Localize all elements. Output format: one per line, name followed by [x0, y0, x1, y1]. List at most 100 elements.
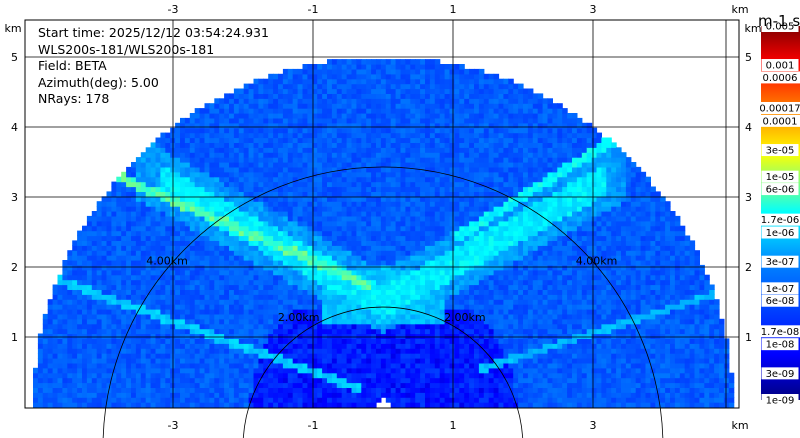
heatmap-cell: [155, 245, 161, 251]
heatmap-cell: [253, 142, 259, 148]
heatmap-cell: [126, 382, 132, 388]
heatmap-cell: [165, 206, 171, 212]
heatmap-cell: [346, 127, 353, 134]
heatmap-cell: [248, 142, 255, 148]
heatmap-cell: [356, 358, 362, 364]
heatmap-cell: [376, 117, 382, 124]
heatmap-cell: [209, 215, 215, 222]
heatmap-cell: [400, 191, 406, 197]
heatmap-cell: [292, 255, 299, 261]
heatmap-cell: [219, 157, 225, 163]
heatmap-cell: [67, 328, 73, 335]
heatmap-cell: [410, 186, 416, 192]
heatmap-cell: [86, 220, 93, 227]
heatmap-cell: [273, 318, 279, 325]
heatmap-cell: [150, 142, 157, 148]
heatmap-cell: [224, 387, 230, 393]
heatmap-cell: [312, 171, 318, 178]
heatmap-cell: [150, 304, 157, 310]
heatmap-cell: [121, 367, 127, 374]
heatmap-cell: [307, 377, 313, 384]
heatmap-cell: [268, 235, 274, 241]
heatmap-cell: [380, 206, 387, 212]
heatmap-cell: [434, 348, 441, 354]
heatmap-cell: [434, 166, 441, 173]
heatmap-cell: [287, 103, 294, 109]
heatmap-cell: [180, 289, 186, 295]
heatmap-cell: [366, 64, 372, 70]
heatmap-cell: [253, 235, 259, 241]
heatmap-cell: [336, 240, 343, 246]
heatmap-cell: [111, 230, 117, 237]
heatmap-cell: [67, 279, 73, 286]
heatmap-cell: [395, 382, 402, 388]
heatmap-cell: [327, 284, 333, 290]
heatmap-cell: [204, 274, 210, 281]
heatmap-cell: [268, 147, 274, 153]
heatmap-cell: [233, 299, 240, 305]
heatmap-cell: [331, 68, 338, 75]
heatmap-cell: [444, 323, 451, 330]
heatmap-cell: [331, 147, 338, 153]
heatmap-cell: [297, 206, 304, 212]
heatmap-cell: [77, 392, 83, 398]
heatmap-cell: [67, 264, 73, 271]
heatmap-cell: [420, 225, 426, 232]
heatmap-cell: [425, 88, 431, 94]
heatmap-cell: [219, 309, 225, 315]
heatmap-cell: [243, 367, 250, 374]
heatmap-cell: [150, 392, 157, 398]
heatmap-cell: [292, 127, 299, 134]
heatmap-cell: [444, 98, 451, 104]
heatmap-cell: [219, 206, 225, 212]
heatmap-cell: [356, 176, 362, 183]
heatmap-cell: [140, 367, 147, 374]
heatmap-cell: [322, 294, 328, 300]
heatmap-cell: [366, 318, 372, 325]
heatmap-cell: [258, 142, 264, 148]
heatmap-cell: [189, 260, 196, 266]
heatmap-cell: [287, 367, 294, 374]
heatmap-cell: [410, 176, 416, 183]
heatmap-cell: [297, 152, 304, 158]
heatmap-cell: [77, 358, 83, 364]
heatmap-cell: [72, 372, 78, 379]
heatmap-cell: [150, 358, 157, 364]
heatmap-cell: [400, 299, 406, 305]
heatmap-cell: [336, 304, 343, 310]
heatmap-cell: [77, 382, 83, 388]
heatmap-cell: [204, 289, 210, 295]
heatmap-cell: [371, 309, 377, 315]
heatmap-cell: [229, 230, 235, 237]
heatmap-cell: [380, 343, 387, 349]
heatmap-cell: [214, 211, 220, 217]
heatmap-cell: [385, 299, 392, 305]
heatmap-cell: [67, 353, 73, 359]
heatmap-cell: [194, 269, 201, 276]
heatmap-cell: [111, 191, 117, 197]
heatmap-cell: [278, 152, 284, 158]
heatmap-cell: [180, 294, 186, 300]
heatmap-cell: [336, 274, 343, 281]
heatmap-cell: [302, 279, 308, 286]
heatmap-cell: [243, 264, 250, 271]
heatmap-cell: [302, 372, 308, 379]
heatmap-cell: [253, 196, 259, 202]
heatmap-cell: [135, 186, 142, 192]
heatmap-cell: [322, 78, 328, 85]
heatmap-cell: [425, 338, 431, 344]
heatmap-cell: [385, 367, 392, 374]
heatmap-cell: [444, 382, 451, 388]
heatmap-cell: [390, 137, 397, 143]
heatmap-cell: [278, 255, 284, 261]
heatmap-cell: [258, 343, 264, 349]
heatmap-cell: [390, 132, 397, 139]
heatmap-cell: [145, 176, 152, 183]
heatmap-cell: [268, 245, 274, 251]
heatmap-cell: [395, 264, 402, 271]
heatmap-cell: [341, 260, 348, 266]
heatmap-cell: [165, 367, 171, 374]
heatmap-cell: [425, 152, 431, 158]
heatmap-cell: [385, 132, 392, 139]
heatmap-cell: [194, 245, 201, 251]
